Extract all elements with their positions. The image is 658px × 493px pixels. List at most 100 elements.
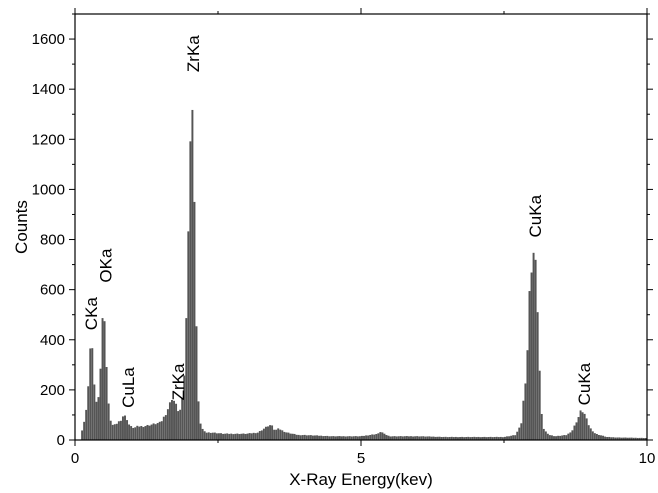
- spectrum-bar: [485, 437, 488, 440]
- spectrum-bar: [430, 436, 433, 440]
- spectrum-bar: [140, 425, 143, 440]
- spectrum-bar: [250, 433, 253, 440]
- spectrum-bar: [493, 436, 496, 440]
- spectrum-bar: [295, 434, 298, 440]
- spectrum-bar: [297, 434, 300, 440]
- spectrum-bar: [544, 431, 547, 440]
- spectrum-bar: [557, 435, 560, 440]
- spectrum-bar: [267, 426, 269, 440]
- spectrum-bar: [258, 431, 261, 440]
- spectrum-bar: [644, 437, 647, 440]
- spectrum-bar: [612, 437, 615, 440]
- spectrum-bar: [199, 423, 202, 440]
- spectrum-bar: [516, 431, 519, 440]
- spectrum-bar: [565, 435, 568, 440]
- spectrum-bar: [577, 417, 580, 440]
- spectrum-bar: [634, 437, 637, 440]
- spectrum-bar: [316, 435, 318, 440]
- y-tick-label: 400: [40, 332, 65, 349]
- spectrum-bar: [602, 435, 604, 440]
- spectrum-bar: [518, 427, 521, 440]
- spectrum-bar: [373, 434, 376, 440]
- spectrum-bar: [173, 400, 175, 440]
- spectrum-bar: [446, 437, 449, 440]
- spectrum-bar: [334, 436, 337, 440]
- spectrum-bar: [232, 434, 235, 440]
- spectrum-bar: [205, 432, 208, 440]
- spectrum-bar: [303, 434, 306, 440]
- spectrum-bar: [307, 435, 310, 440]
- spectrum-bar: [332, 436, 335, 440]
- spectrum-bar: [369, 434, 372, 440]
- spectrum-bar: [604, 436, 607, 440]
- spectrum-bar: [559, 435, 562, 440]
- spectrum-bar: [330, 436, 333, 440]
- spectrum-bar: [371, 434, 374, 440]
- spectrum-bar: [201, 428, 204, 440]
- spectrum-bar: [540, 413, 543, 440]
- y-tick-label: 1200: [32, 131, 65, 148]
- spectrum-bar: [475, 437, 478, 440]
- spectrum-bar: [228, 433, 231, 440]
- spectrum-bar: [356, 436, 359, 440]
- spectrum-bar: [614, 437, 617, 440]
- spectrum-bar: [293, 433, 296, 440]
- spectrum-bar: [487, 437, 490, 440]
- spectrum-bar: [99, 368, 102, 440]
- spectrum-bar: [389, 436, 392, 440]
- spectrum-bar: [285, 432, 288, 440]
- spectrum-bar: [461, 436, 464, 440]
- spectrum-bar: [103, 321, 106, 440]
- spectrum-bar: [346, 436, 349, 440]
- spectrum-bar: [168, 402, 171, 440]
- spectrum-bar: [197, 401, 200, 440]
- spectrum-bar: [410, 436, 412, 440]
- spectrum-bar: [269, 425, 272, 440]
- spectrum-bar: [622, 437, 625, 440]
- spectrum-bar: [393, 436, 396, 440]
- spectrum-bar: [600, 435, 602, 440]
- spectrum-bar: [119, 420, 122, 440]
- spectrum-bar: [350, 436, 353, 440]
- spectrum-bar: [144, 426, 147, 440]
- y-tick-label: 0: [57, 432, 65, 449]
- spectrum-bar: [575, 422, 578, 440]
- spectrum-bar: [530, 272, 533, 440]
- spectrum-bar: [477, 436, 480, 440]
- spectrum-bar: [328, 436, 331, 440]
- spectrum-bar: [442, 436, 445, 440]
- y-tick-label: 800: [40, 232, 65, 249]
- spectrum-bar: [262, 428, 265, 440]
- spectrum-bar: [416, 436, 419, 440]
- spectrum-bar: [160, 421, 163, 440]
- spectrum-bar: [105, 367, 108, 440]
- spectrum-bar: [113, 424, 116, 440]
- spectrum-bar: [595, 433, 598, 440]
- spectrum-bar: [550, 435, 553, 440]
- spectrum-bar: [520, 423, 523, 440]
- spectrum-bar: [91, 348, 94, 440]
- spectrum-bar: [134, 427, 137, 440]
- spectrum-bar: [260, 430, 263, 440]
- spectrum-bar: [164, 415, 167, 440]
- spectrum-bar: [606, 436, 609, 440]
- spectrum-bar: [81, 430, 84, 440]
- spectrum-bar: [177, 411, 180, 440]
- spectrum-bar: [150, 424, 153, 440]
- spectrum-bar: [428, 436, 431, 440]
- spectrum-bar: [436, 436, 439, 440]
- peak-label: CKa: [82, 297, 101, 331]
- spectrum-bar: [463, 437, 466, 440]
- spectrum-bar: [385, 435, 388, 440]
- spectrum-bar: [203, 431, 206, 440]
- spectrum-bar: [597, 434, 600, 440]
- spectrum-bar: [395, 436, 398, 440]
- spectrum-bar: [320, 435, 323, 440]
- spectrum-bar: [95, 401, 98, 440]
- spectrum-bar: [469, 437, 472, 440]
- spectrum-bar: [185, 318, 188, 440]
- spectrum-bar: [593, 433, 596, 440]
- spectrum-bar: [189, 141, 192, 440]
- spectrum-bar: [271, 425, 274, 440]
- spectrum-bars: [81, 109, 647, 440]
